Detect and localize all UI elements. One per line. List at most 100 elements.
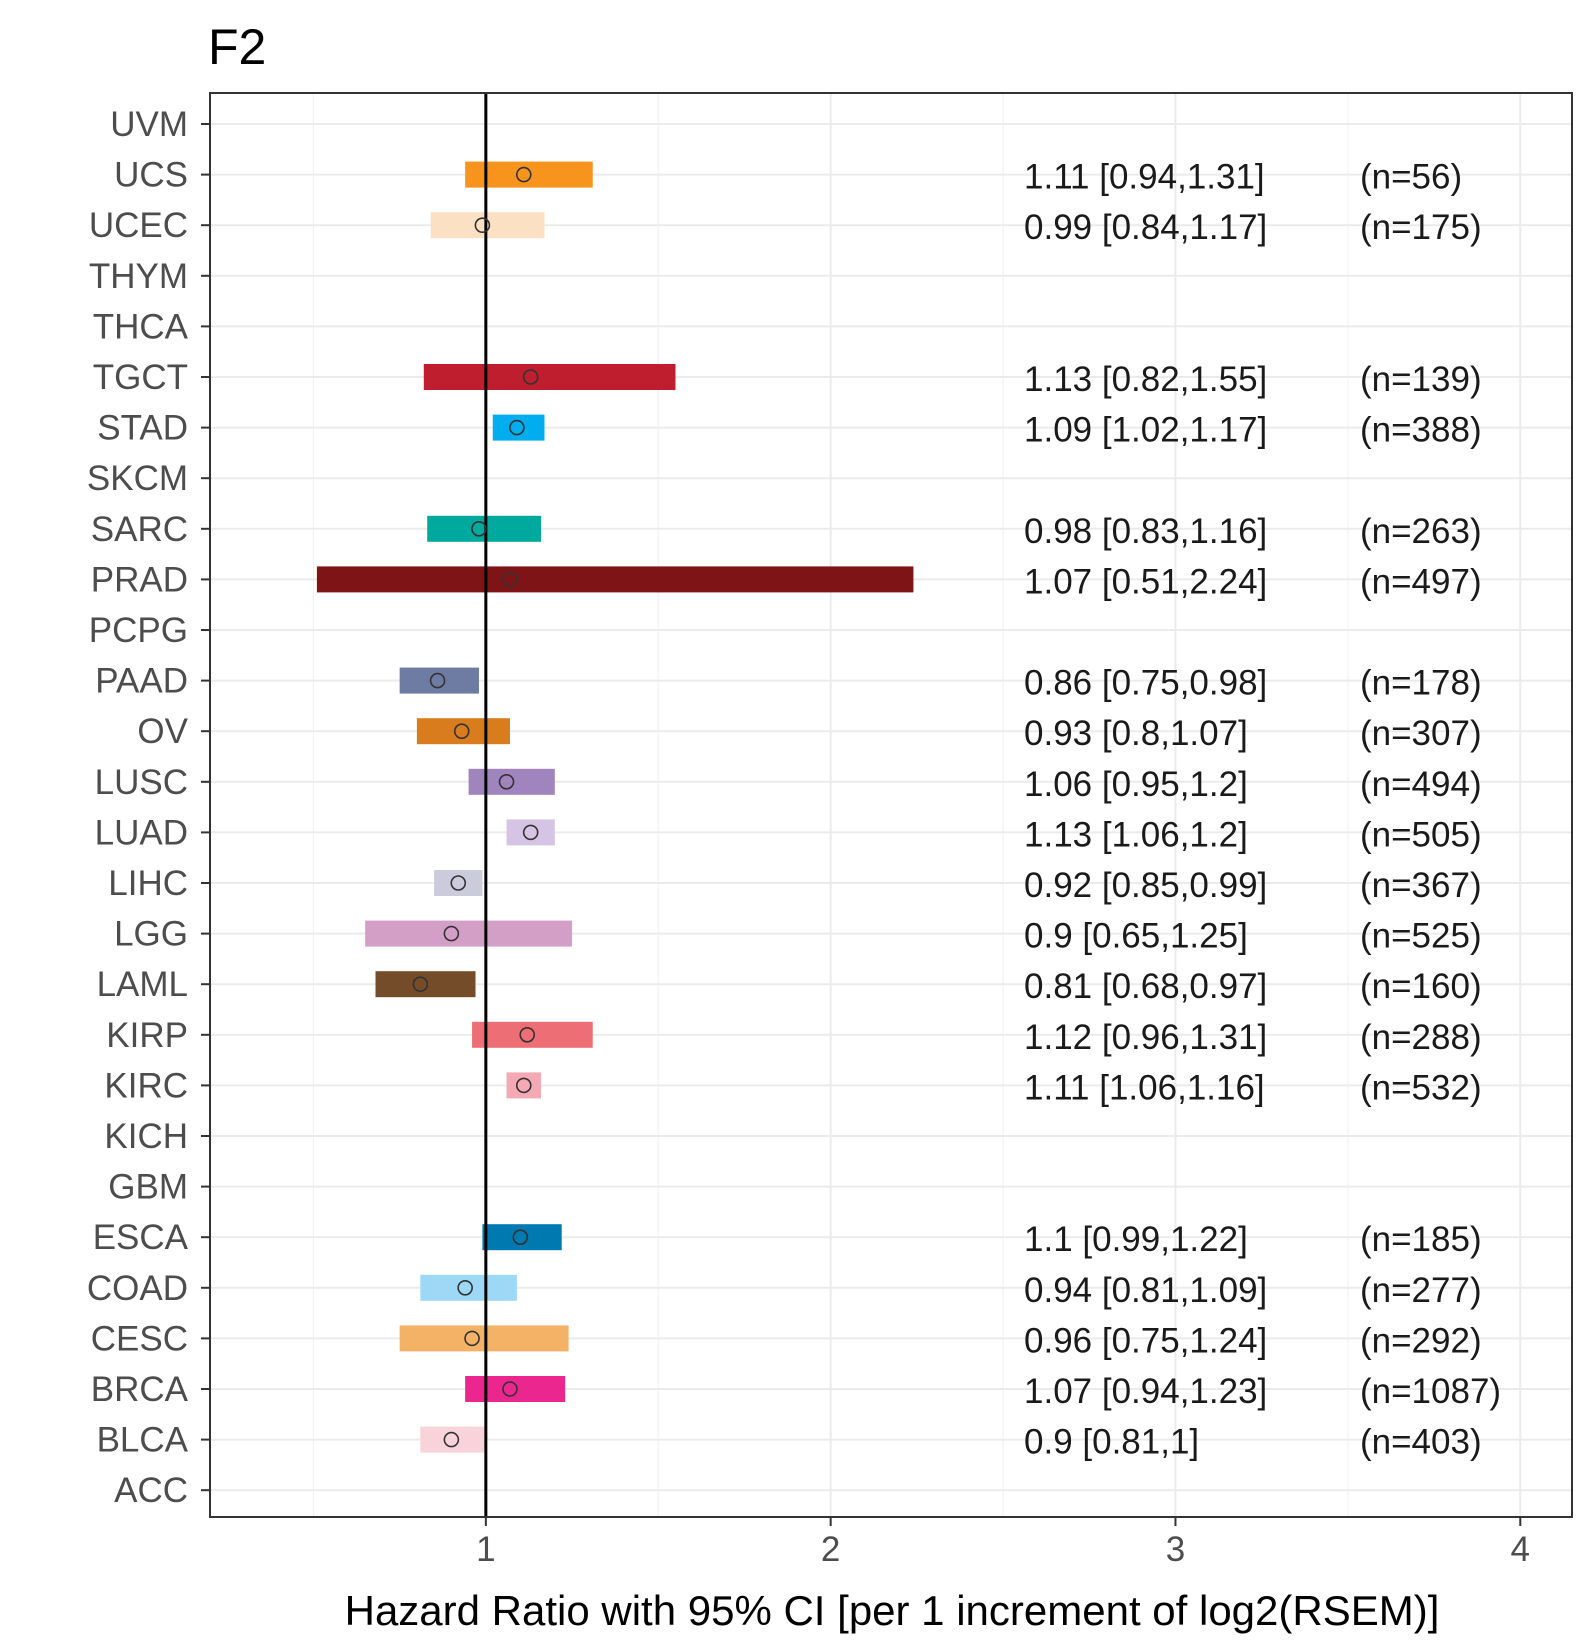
hr-ci-label-brca: 1.07 [0.94,1.23] <box>1024 1372 1267 1411</box>
ci-bar-lgg <box>365 920 573 947</box>
y-tick-label: KICH <box>104 1117 188 1156</box>
y-tick-label: LGG <box>114 915 188 954</box>
sample-size-label-sarc: (n=263) <box>1360 512 1482 551</box>
sample-size-label-stad: (n=388) <box>1360 411 1482 450</box>
y-tick-label: LUSC <box>95 763 188 802</box>
point-estimate-sarc <box>471 520 487 537</box>
sample-size-label-lihc: (n=367) <box>1360 866 1482 905</box>
point-estimate-coad <box>457 1280 473 1296</box>
y-tick-label: BLCA <box>97 1421 189 1460</box>
sample-size-label-blca: (n=403) <box>1360 1423 1482 1462</box>
y-tick-label: SKCM <box>87 459 188 498</box>
sample-size-label-ucs: (n=56) <box>1360 158 1462 197</box>
x-tick-label: 4 <box>1511 1530 1530 1569</box>
hr-ci-label-prad: 1.07 [0.51,2.24] <box>1024 562 1267 601</box>
x-tick-label: 1 <box>476 1530 495 1569</box>
y-tick-label: KIRP <box>106 1016 188 1055</box>
hr-ci-label-blca: 0.9 [0.81,1] <box>1024 1423 1199 1462</box>
point-estimate-kirc <box>515 1077 532 1094</box>
y-tick-label: THYM <box>89 257 188 296</box>
y-tick-label: BRCA <box>91 1370 189 1409</box>
ci-bar-laml <box>375 971 476 998</box>
ci-bar-ov <box>416 718 510 745</box>
x-axis-label: Hazard Ratio with 95% CI [per 1 incremen… <box>345 1587 1440 1634</box>
sample-size-label-cesc: (n=292) <box>1360 1321 1482 1360</box>
point-estimate-luad <box>522 824 539 841</box>
sample-size-label-ucec: (n=175) <box>1360 208 1482 247</box>
ci-bar-coad <box>420 1274 517 1301</box>
sample-size-label-luad: (n=505) <box>1360 815 1482 854</box>
hr-ci-label-coad: 0.94 [0.81,1.09] <box>1024 1271 1267 1310</box>
hr-ci-label-lusc: 1.06 [0.95,1.2] <box>1024 765 1248 804</box>
y-tick-label: SARC <box>91 510 188 549</box>
bar-layer <box>316 161 914 1453</box>
ci-bar-luad <box>506 819 555 846</box>
ci-bar-ucec <box>430 212 545 239</box>
ci-bar-brca <box>465 1376 566 1402</box>
hr-ci-label-ucec: 0.99 [0.84,1.17] <box>1024 208 1267 247</box>
y-tick-label: ESCA <box>93 1218 189 1257</box>
point-estimate-cesc <box>464 1330 480 1347</box>
point-estimate-ov <box>453 723 470 740</box>
y-tick-label: TGCT <box>93 358 188 397</box>
ci-bar-paad <box>399 667 479 694</box>
point-estimate-prad <box>502 571 518 588</box>
ci-bar-kirp <box>472 1021 593 1048</box>
point-estimate-paad <box>429 672 446 689</box>
sample-size-label-brca: (n=1087) <box>1360 1372 1501 1411</box>
sample-size-label-kirp: (n=288) <box>1360 1018 1482 1057</box>
hr-ci-label-lihc: 0.92 [0.85,0.99] <box>1024 866 1267 905</box>
hr-ci-label-paad: 0.86 [0.75,0.98] <box>1024 664 1267 703</box>
point-estimate-blca <box>443 1431 460 1448</box>
y-tick-label: PCPG <box>89 611 188 650</box>
point-estimate-tgct <box>522 369 539 385</box>
point-estimate-brca <box>502 1381 518 1397</box>
annotation-layer: 1.11 [0.94,1.31] (n=56) 0.99 [0.84,1.17] (n… <box>1024 158 1501 1462</box>
y-tick-label: UVM <box>110 105 188 144</box>
axis-layer: UVM UCS UCEC THYM THCA TGCT STAD SKCM SARC PRAD PC… <box>87 105 1530 1569</box>
hr-ci-label-cesc: 0.96 [0.75,1.24] <box>1024 1321 1267 1360</box>
y-tick-label: OV <box>137 712 188 751</box>
hr-ci-label-laml: 0.81 [0.68,0.97] <box>1024 967 1267 1006</box>
y-tick-label: KIRC <box>104 1066 188 1105</box>
y-tick-label: LIHC <box>108 864 188 903</box>
sample-size-label-prad: (n=497) <box>1360 562 1482 601</box>
hr-ci-label-tgct: 1.13 [0.82,1.55] <box>1024 360 1267 399</box>
y-tick-label: ACC <box>114 1471 188 1510</box>
point-estimate-lihc <box>450 875 467 891</box>
point-layer <box>412 166 539 1448</box>
sample-size-label-paad: (n=178) <box>1360 664 1482 703</box>
point-estimate-lusc <box>498 773 515 790</box>
ci-bar-stad <box>492 414 545 441</box>
hr-ci-label-stad: 1.09 [1.02,1.17] <box>1024 411 1267 450</box>
y-tick-label: CESC <box>91 1319 188 1358</box>
sample-size-label-lusc: (n=494) <box>1360 765 1482 804</box>
chart-title: F2 <box>208 19 266 75</box>
x-tick-label: 2 <box>821 1530 840 1569</box>
sample-size-label-coad: (n=277) <box>1360 1271 1482 1310</box>
ci-bar-blca <box>420 1426 486 1453</box>
ci-bar-cesc <box>399 1325 569 1352</box>
sample-size-label-esca: (n=185) <box>1360 1220 1482 1259</box>
y-tick-label: COAD <box>87 1269 188 1308</box>
hr-ci-label-kirc: 1.11 [1.06,1.16] <box>1024 1068 1265 1107</box>
point-estimate-ucs <box>515 166 532 183</box>
hr-ci-label-esca: 1.1 [0.99,1.22] <box>1024 1220 1248 1259</box>
y-tick-label: UCEC <box>89 206 188 245</box>
hr-ci-label-ucs: 1.11 [0.94,1.31] <box>1024 158 1265 197</box>
y-tick-label: LAML <box>97 965 188 1004</box>
ci-bar-kirc <box>506 1072 542 1099</box>
ci-bar-lusc <box>468 768 555 795</box>
y-tick-label: LUAD <box>95 813 188 852</box>
hr-ci-label-luad: 1.13 [1.06,1.2] <box>1024 815 1248 854</box>
y-tick-label: THCA <box>93 307 189 346</box>
y-tick-label: PAAD <box>95 662 188 701</box>
point-estimate-ucec <box>474 217 491 233</box>
point-estimate-stad <box>509 419 525 436</box>
hr-ci-label-ov: 0.93 [0.8,1.07] <box>1024 714 1248 753</box>
point-estimate-laml <box>412 976 429 993</box>
y-tick-label: PRAD <box>91 560 188 599</box>
sample-size-label-lgg: (n=525) <box>1360 917 1482 956</box>
